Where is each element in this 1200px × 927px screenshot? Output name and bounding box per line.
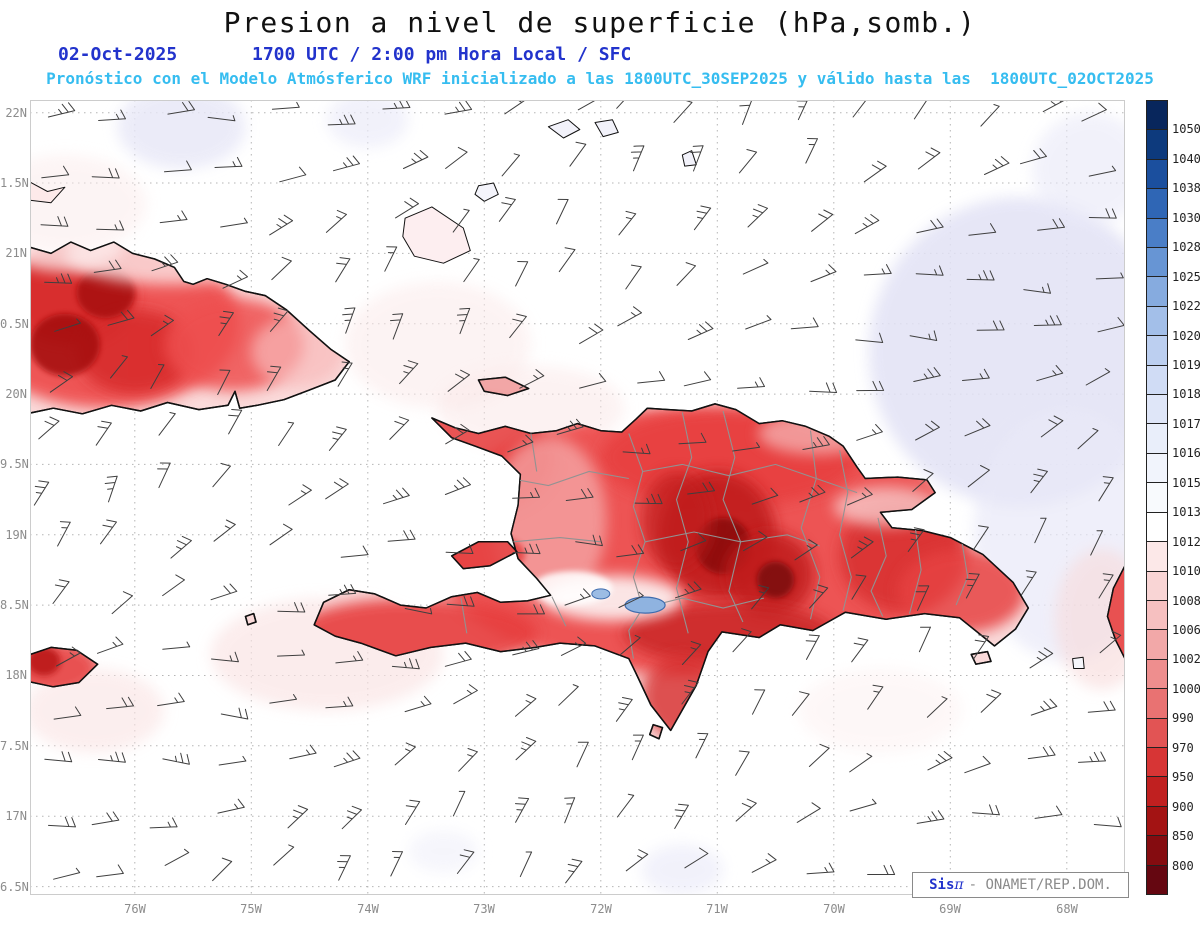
colorbar-tick-label: 1000 <box>1172 682 1200 696</box>
lon-tick-label: 68W <box>1056 902 1078 916</box>
colorbar-tick-label: 1006 <box>1172 623 1200 637</box>
colorbar-tick-label: 1019 <box>1172 358 1200 372</box>
colorbar-segment <box>1147 689 1167 719</box>
colorbar-segment <box>1147 159 1167 190</box>
colorbar-tick-label: 1010 <box>1172 564 1200 578</box>
colorbar-segment <box>1147 101 1167 131</box>
colorbar-tick-label: 1028 <box>1172 240 1200 254</box>
colorbar-segment <box>1147 865 1167 894</box>
lake-enriquillo <box>591 588 666 614</box>
colorbar <box>1146 100 1168 895</box>
colorbar-tick-label: 1025 <box>1172 270 1200 284</box>
lat-tick-label: 7.5N <box>0 739 29 753</box>
lon-tick-label: 70W <box>823 902 845 916</box>
colorbar-tick-label: 990 <box>1172 711 1194 725</box>
colorbar-tick-label: 1020 <box>1172 329 1200 343</box>
colorbar-tick-label: 900 <box>1172 800 1194 814</box>
colorbar-segment <box>1147 571 1167 601</box>
forecast-date: 02-Oct-2025 <box>58 44 178 65</box>
colorbar-tick-label: 1015 <box>1172 476 1200 490</box>
chart-title: Presion a nivel de superficie (hPa,somb.… <box>223 6 977 39</box>
colorbar-segment <box>1147 453 1167 484</box>
colorbar-segment <box>1147 600 1167 631</box>
map-svg <box>0 84 1172 895</box>
colorbar-tick-label: 1016 <box>1172 446 1200 460</box>
lat-tick-label: 20N <box>5 387 27 401</box>
colorbar-segment <box>1147 747 1167 778</box>
lat-tick-label: 0.5N <box>0 317 29 331</box>
ocean-pressure-fringe <box>0 154 1149 753</box>
colorbar-segment <box>1147 189 1167 219</box>
colorbar-tick-label: 1002 <box>1172 652 1200 666</box>
lon-tick-label: 69W <box>939 902 961 916</box>
colorbar-segment <box>1147 130 1167 160</box>
colorbar-tick-label: 1012 <box>1172 535 1200 549</box>
lon-tick-label: 73W <box>473 902 495 916</box>
lat-tick-label: 1.5N <box>0 176 29 190</box>
colorbar-tick-label: 970 <box>1172 741 1194 755</box>
colorbar-tick-label: 800 <box>1172 859 1194 873</box>
lat-tick-label: 17N <box>5 809 27 823</box>
map-frame <box>30 100 1125 895</box>
coastline-outline <box>25 241 1126 740</box>
attribution-pi-symbol: π <box>954 877 964 893</box>
colorbar-segment <box>1147 365 1167 396</box>
model-info-line: Pronóstico con el Modelo Atmósferico WRF… <box>46 69 1154 88</box>
colorbar-tick-label: 1038 <box>1172 181 1200 195</box>
forecast-valid-time: 1700 UTC / 2:00 pm Hora Local / SFC <box>252 44 632 65</box>
colorbar-tick-label: 850 <box>1172 829 1194 843</box>
lat-tick-label: 9.5N <box>0 457 29 471</box>
lat-tick-label: 22N <box>5 106 27 120</box>
colorbar-segment <box>1147 542 1167 572</box>
colorbar-tick-label: 1008 <box>1172 594 1200 608</box>
colorbar-tick-label: 1022 <box>1172 299 1200 313</box>
colorbar-segment <box>1147 512 1167 543</box>
colorbar-tick-label: 950 <box>1172 770 1194 784</box>
colorbar-segment <box>1147 718 1167 748</box>
attribution-org: - ONAMET/REP.DOM. <box>968 877 1112 893</box>
lon-tick-label: 71W <box>706 902 728 916</box>
wind-barbs <box>33 84 1125 884</box>
colorbar-tick-label: 1017 <box>1172 417 1200 431</box>
lon-tick-label: 72W <box>590 902 612 916</box>
colorbar-segment <box>1147 395 1167 425</box>
lat-tick-label: 8.5N <box>0 598 29 612</box>
lon-tick-label: 76W <box>124 902 146 916</box>
lat-tick-label: 18N <box>5 668 27 682</box>
colorbar-tick-label: 1030 <box>1172 211 1200 225</box>
attribution-box: Sis π - ONAMET/REP.DOM. <box>912 872 1129 898</box>
colorbar-segment <box>1147 777 1167 807</box>
colorbar-segment <box>1147 336 1167 366</box>
lat-tick-label: 6.5N <box>0 880 29 894</box>
colorbar-tick-label: 1050 <box>1172 122 1200 136</box>
colorbar-tick-label: 1018 <box>1172 387 1200 401</box>
lon-tick-label: 75W <box>240 902 262 916</box>
colorbar-segment <box>1147 424 1167 454</box>
colorbar-segment <box>1147 659 1167 690</box>
lat-tick-label: 21N <box>5 246 27 260</box>
colorbar-tick-label: 1013 <box>1172 505 1200 519</box>
lat-tick-label: 19N <box>5 528 27 542</box>
colorbar-tick-label: 1040 <box>1172 152 1200 166</box>
colorbar-segment <box>1147 306 1167 337</box>
admin-borders <box>460 410 969 659</box>
colorbar-segment <box>1147 218 1167 249</box>
attribution-product: Sis <box>929 877 955 893</box>
colorbar-segment <box>1147 277 1167 307</box>
colorbar-segment <box>1147 630 1167 660</box>
colorbar-segment <box>1147 248 1167 278</box>
colorbar-segment <box>1147 836 1167 866</box>
pressure-map <box>0 84 1172 895</box>
colorbar-segment <box>1147 806 1167 837</box>
colorbar-segment <box>1147 483 1167 513</box>
lon-tick-label: 74W <box>357 902 379 916</box>
